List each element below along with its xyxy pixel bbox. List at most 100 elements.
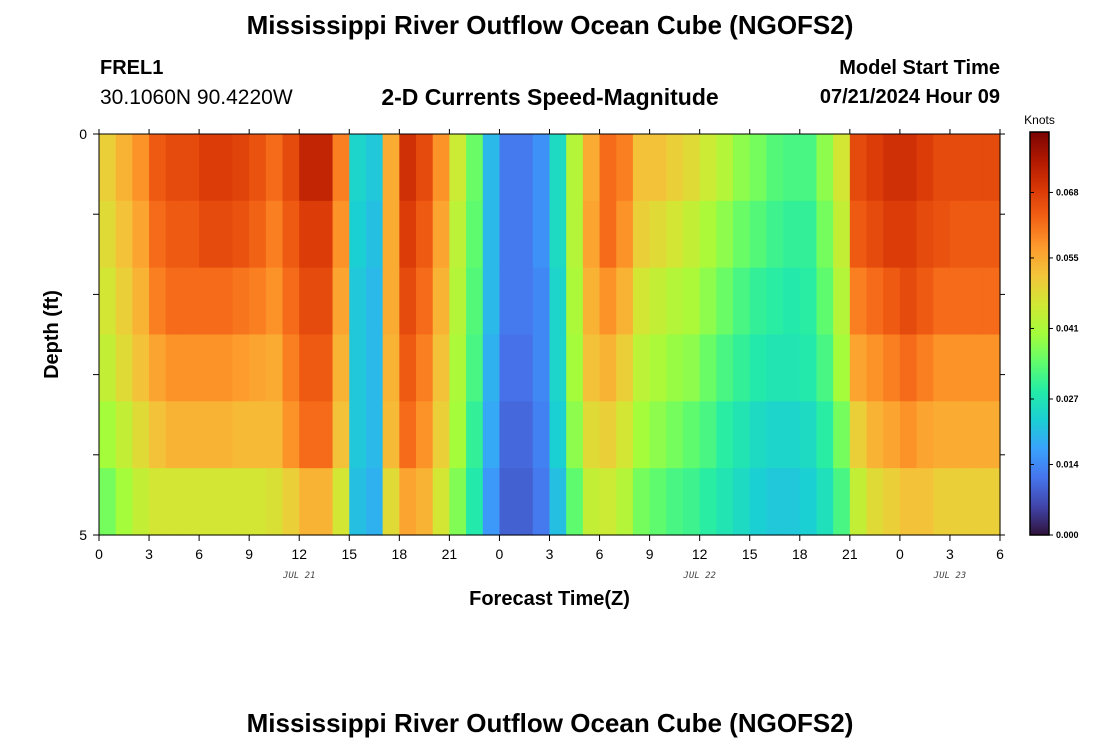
heatmap-cell [799, 401, 818, 469]
heatmap-cell [199, 134, 217, 202]
heatmap-cell [215, 134, 234, 202]
heatmap-cell [733, 401, 751, 469]
heatmap-cell [132, 134, 150, 202]
heatmap-cell [382, 401, 400, 469]
heatmap-cell [582, 134, 601, 202]
date-label: JUL 22 [682, 571, 716, 581]
heatmap-cell [766, 468, 784, 536]
heatmap-cell [365, 134, 384, 202]
heatmap-cell [899, 267, 918, 336]
heatmap-cell [883, 200, 901, 269]
heatmap-cell [933, 200, 951, 269]
heatmap-cell [949, 468, 968, 536]
heatmap-cell [883, 267, 901, 336]
heatmap-cell [616, 200, 634, 269]
model-start-label: Model Start Time [839, 57, 1000, 79]
heatmap-cell [599, 134, 617, 202]
heatmap-cell [282, 468, 300, 536]
heatmap-cell [115, 334, 133, 402]
heatmap-cell [783, 401, 801, 469]
heatmap-cell [933, 334, 951, 402]
heatmap-cell [666, 200, 684, 269]
heatmap-cell [416, 334, 434, 402]
heatmap-cell [365, 401, 384, 469]
heatmap-cell [799, 468, 818, 536]
heatmap-cell [716, 468, 734, 536]
heatmap-cell [682, 401, 701, 469]
heatmap-cell [199, 334, 217, 402]
heatmap-cell [532, 200, 551, 269]
heatmap-cell [933, 468, 951, 536]
footer-title: Mississippi River Outflow Ocean Cube (NG… [246, 708, 854, 738]
heatmap-cell [549, 334, 567, 402]
heatmap-cell [983, 334, 1001, 402]
x-tick-label: 3 [946, 546, 954, 562]
heatmap-cell [99, 401, 117, 469]
heatmap-cell [516, 334, 534, 402]
heatmap-cell [232, 401, 250, 469]
heatmap-cell [315, 200, 334, 269]
heatmap-cell [766, 334, 784, 402]
x-tick-label: 18 [792, 546, 808, 562]
heatmap-cell [149, 468, 167, 536]
heatmap-cell [132, 267, 150, 336]
heatmap-cell [165, 334, 184, 402]
heatmap-cell [265, 468, 284, 536]
heatmap-cell [349, 334, 367, 402]
heatmap-cell [399, 468, 417, 536]
heatmap-cell [733, 134, 751, 202]
heatmap-cell [682, 200, 701, 269]
heatmap-cell [199, 200, 217, 269]
heatmap-cell [249, 401, 267, 469]
x-axis-title: Forecast Time(Z) [469, 588, 630, 610]
heatmap-cell [749, 468, 768, 536]
heatmap-cell [799, 334, 818, 402]
heatmap-cell [966, 334, 984, 402]
heatmap-cell [582, 200, 601, 269]
heatmap-cell [899, 134, 918, 202]
heatmap-cell [165, 468, 184, 536]
heatmap-cell [482, 134, 501, 202]
heatmap-cell [432, 468, 450, 536]
heatmap-cell [365, 334, 384, 402]
heatmap-cell [933, 267, 951, 336]
colorbar: Knots 0.000 0.014 0.027 0.041 0.055 0.068 [1024, 113, 1078, 540]
heatmap-cell [716, 200, 734, 269]
colorbar-tick-label: 0.027 [1056, 394, 1079, 404]
heatmap-cell [716, 401, 734, 469]
heatmap-cell [632, 468, 651, 536]
heatmap-cell [783, 134, 801, 202]
heatmap-cell [332, 200, 350, 269]
heatmap-cell [416, 468, 434, 536]
heatmap-cell [749, 334, 768, 402]
heatmap-cell [649, 334, 667, 402]
heatmap-cell [733, 267, 751, 336]
heatmap-cell [933, 134, 951, 202]
colorbar-ticks: 0.000 0.014 0.027 0.041 0.055 0.068 [1030, 187, 1079, 540]
x-tick-label: 6 [996, 546, 1004, 562]
date-label: JUL 23 [933, 571, 967, 581]
heatmap-cell [666, 334, 684, 402]
heatmap-cell [482, 401, 501, 469]
heatmap-cell [499, 401, 517, 469]
heatmap-cell [549, 401, 567, 469]
heatmap-cell [449, 267, 467, 336]
heatmap-cell [466, 334, 484, 402]
x-tick-label: 0 [496, 546, 504, 562]
heatmap-cell [783, 267, 801, 336]
heatmap-cell [716, 134, 734, 202]
heatmap-cell [349, 134, 367, 202]
heatmap-cell [966, 267, 984, 336]
heatmap-cell [616, 334, 634, 402]
heatmap-cell [916, 468, 934, 536]
heatmap-cell [449, 200, 467, 269]
heatmap-cell [299, 401, 317, 469]
heatmap-cell [949, 267, 968, 336]
x-tick-label: 9 [245, 546, 253, 562]
heatmap-cell [816, 200, 834, 269]
heatmap-cell [399, 134, 417, 202]
heatmap-cell [549, 200, 567, 269]
heatmap-cell [315, 401, 334, 469]
heatmap-cell [983, 468, 1001, 536]
heatmap-cell [532, 401, 551, 469]
